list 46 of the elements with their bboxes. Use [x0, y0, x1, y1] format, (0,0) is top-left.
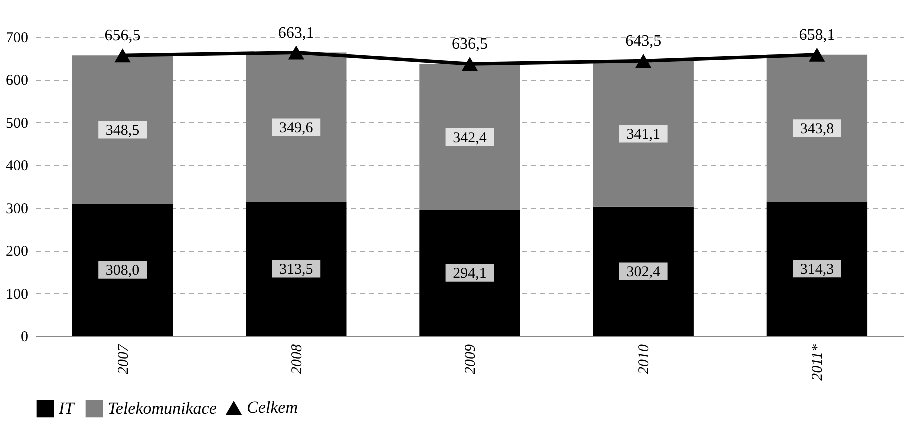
y-tick-label: 500 — [6, 116, 28, 132]
legend-label: Telekomunikace — [108, 398, 218, 418]
x-tick-label: 2007 — [116, 343, 132, 374]
data-label: 643,5 — [626, 33, 662, 50]
y-tick-label: 200 — [6, 244, 28, 260]
data-label: 341,1 — [626, 126, 660, 143]
data-label: 342,4 — [453, 130, 488, 146]
bar — [420, 64, 520, 210]
legend-label: IT — [58, 398, 76, 418]
y-tick-label: 100 — [6, 286, 28, 303]
x-tick-label: 2009 — [463, 344, 479, 374]
data-label: 636,5 — [452, 36, 488, 54]
bar — [593, 61, 694, 207]
data-label: 656,5 — [104, 28, 141, 45]
legend-label: Celkem — [247, 398, 298, 417]
y-tick-label: 600 — [6, 73, 28, 90]
bar — [593, 206, 694, 336]
data-label: 658,1 — [799, 26, 836, 44]
data-label: 348,5 — [106, 123, 140, 140]
data-label: 313,5 — [280, 262, 314, 278]
bar — [72, 56, 174, 204]
bar — [246, 52, 347, 202]
bar — [72, 204, 174, 336]
y-tick-label: 0 — [21, 330, 28, 346]
y-tick-label: 300 — [6, 201, 28, 218]
y-tick-label: 700 — [6, 30, 28, 46]
y-tick-label: 400 — [6, 158, 28, 175]
point — [462, 57, 478, 72]
data-label: 343,8 — [800, 121, 834, 138]
point — [114, 48, 131, 63]
bar — [766, 202, 868, 336]
data-label: 294,1 — [453, 266, 487, 282]
bar — [420, 210, 520, 336]
data-label: 314,3 — [800, 262, 834, 278]
x-tick-label: 2008 — [289, 344, 306, 374]
point — [636, 54, 652, 68]
x-tick-label: 2011* — [810, 344, 826, 381]
bar — [246, 202, 347, 336]
bar — [766, 54, 868, 202]
data-label: 663,1 — [278, 24, 314, 42]
x-tick-label: 2010 — [636, 344, 653, 374]
data-label: 349,6 — [280, 120, 314, 136]
point — [809, 48, 826, 62]
data-label: 308,0 — [106, 263, 140, 280]
data-label: 302,4 — [626, 264, 661, 280]
point — [288, 46, 304, 60]
